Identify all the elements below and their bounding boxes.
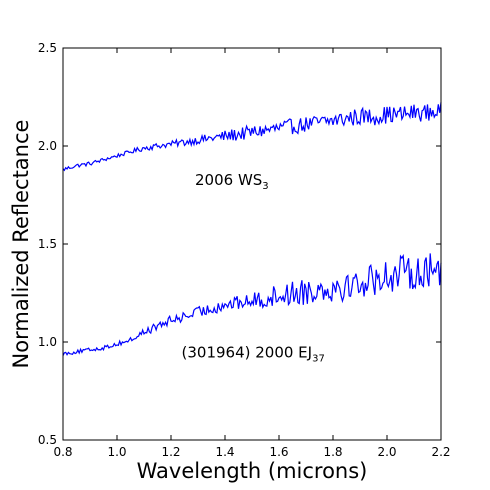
series-layer: [62, 102, 442, 356]
y-tick-label: 0.5: [38, 433, 57, 447]
y-tick-label: 2.5: [38, 41, 57, 55]
x-axis-title: Wavelength (microns): [137, 459, 368, 483]
x-tick-label: 1.4: [215, 445, 234, 459]
y-tick-label: 1.5: [38, 237, 57, 251]
annotation-label-1: 2006 WS3: [195, 171, 269, 192]
series-line-2: [62, 253, 442, 356]
tick-labels-layer: 0.8 1.0 1.2 1.4 1.6 1.8 2.0 2.2 0.5 1.0 1.5 2.0 2.5: [38, 41, 451, 459]
ticks-layer: [62, 47, 442, 441]
annotations-layer: 2006 WS3 (301964) 2000 EJ37: [182, 171, 325, 364]
x-tick-label: 1.6: [269, 445, 288, 459]
plot-background: [63, 48, 441, 440]
x-tick-label: 1.8: [323, 445, 342, 459]
x-tick-label: 1.2: [161, 445, 180, 459]
x-tick-label: 1.0: [107, 445, 126, 459]
y-tick-label: 1.0: [38, 335, 57, 349]
x-tick-label: 2.2: [431, 445, 450, 459]
annotation-label-2: (301964) 2000 EJ37: [182, 344, 325, 365]
y-tick-label: 2.0: [38, 139, 57, 153]
y-axis-title: Normalized Reflectance: [9, 120, 33, 369]
series-line-1: [62, 102, 442, 172]
x-tick-label: 2.0: [377, 445, 396, 459]
x-tick-label: 0.8: [53, 445, 72, 459]
